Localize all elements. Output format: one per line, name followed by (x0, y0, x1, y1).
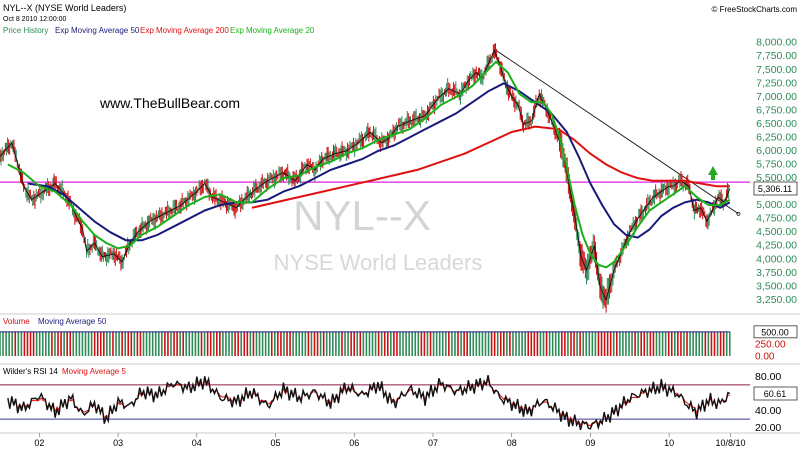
x-tick-label: 08 (507, 438, 517, 448)
x-tick-label: 09 (585, 438, 595, 448)
price-tick-label: 8,000.00 (756, 37, 797, 49)
x-tick-label: 05 (271, 438, 281, 448)
x-tick-label: 07 (428, 438, 438, 448)
ema-200-line (251, 125, 730, 209)
volume-tick-label: 0.00 (755, 352, 775, 363)
rsi-tick-label: 20.00 (755, 422, 781, 434)
x-tick-label: 10/8/10 (716, 438, 746, 448)
legend-price-history: Price History (3, 26, 48, 35)
chart-title: NYL--X (NYSE World Leaders) (3, 3, 126, 13)
rsi-tick-label: 40.00 (755, 405, 781, 417)
watermark-site: www.TheBullBear.com (99, 95, 240, 111)
rsi-tick-label: 80.00 (755, 371, 781, 383)
volume-tick-label: 250.00 (755, 339, 786, 350)
rsi-last-value: 60.61 (764, 389, 787, 399)
price-tick-label: 7,500.00 (756, 64, 797, 76)
legend-volume: Volume (3, 317, 30, 326)
up-arrow-icon (708, 166, 718, 180)
price-tick-label: 4,000.00 (756, 253, 797, 265)
price-tick-label: 3,750.00 (756, 267, 797, 279)
trendline-end-handle (736, 211, 741, 216)
rsi-last-value-box: 60.61 (753, 386, 798, 401)
x-tick-label: 10 (664, 438, 674, 448)
legend-rsi-ma5: Moving Average 5 (62, 367, 126, 376)
volume-last-value: 500.00 (761, 327, 789, 337)
price-last-value: 5,306.11 (758, 184, 792, 194)
price-tick-label: 7,250.00 (756, 77, 797, 89)
price-tick-label: 3,250.00 (756, 294, 797, 306)
chart-datetime: Oct 8 2010 12:00:00 (3, 16, 67, 23)
price-tick-label: 7,000.00 (756, 91, 797, 103)
price-tick-label: 5,750.00 (756, 159, 797, 171)
x-tick-label: 03 (113, 438, 123, 448)
volume-last-value-box (753, 325, 798, 339)
price-tick-label: 5,500.00 (756, 172, 797, 184)
legend-ema-50: Exp Moving Average 50 (55, 26, 140, 35)
price-last-value-box: 5,306.11 (753, 181, 798, 196)
copyright-text[interactable]: © FreeStockCharts.com (712, 5, 798, 14)
price-tick-label: 6,250.00 (756, 131, 797, 143)
price-close-line (0, 49, 731, 302)
price-legend: Price History Exp Moving Average 50 Exp … (3, 26, 315, 35)
price-tick-label: 4,500.00 (756, 226, 797, 238)
price-axis: 8,000.007,750.00 7,500.007,250.00 7,000.00… (756, 37, 797, 306)
trendline (494, 48, 739, 215)
rsi-legend: Wilder's RSI 14 Moving Average 5 (3, 367, 126, 376)
price-tick-label: 4,750.00 (756, 213, 797, 225)
legend-volume-ma50: Moving Average 50 (38, 317, 107, 326)
price-tick-label: 7,750.00 (756, 50, 797, 62)
volume-panel (0, 331, 731, 356)
volume-legend: Volume Moving Average 50 (3, 317, 107, 326)
price-tick-label: 4,250.00 (756, 240, 797, 252)
rsi-panel (0, 375, 750, 431)
x-tick-label: 06 (349, 438, 359, 448)
price-tick-label: 6,750.00 (756, 104, 797, 116)
watermark-name: NYSE World Leaders (274, 250, 483, 275)
x-axis: 02 03 04 05 06 07 08 09 10 10/8/10 (34, 433, 746, 448)
legend-ema-200: Exp Moving Average 200 (140, 26, 229, 35)
ema-20-line (7, 60, 731, 269)
x-tick-label: 02 (34, 438, 44, 448)
x-tick-label: 04 (192, 438, 202, 448)
price-tick-label: 6,000.00 (756, 145, 797, 157)
ema-50-line (27, 82, 731, 242)
legend-rsi: Wilder's RSI 14 (3, 367, 58, 376)
price-panel (0, 43, 750, 313)
legend-ema-20: Exp Moving Average 20 (230, 26, 315, 35)
price-tick-label: 3,500.00 (756, 280, 797, 292)
price-tick-label: 5,000.00 (756, 199, 797, 211)
price-tick-label: 6,500.00 (756, 118, 797, 130)
rsi-line (7, 375, 731, 431)
watermark-symbol: NYL--X (293, 192, 431, 239)
